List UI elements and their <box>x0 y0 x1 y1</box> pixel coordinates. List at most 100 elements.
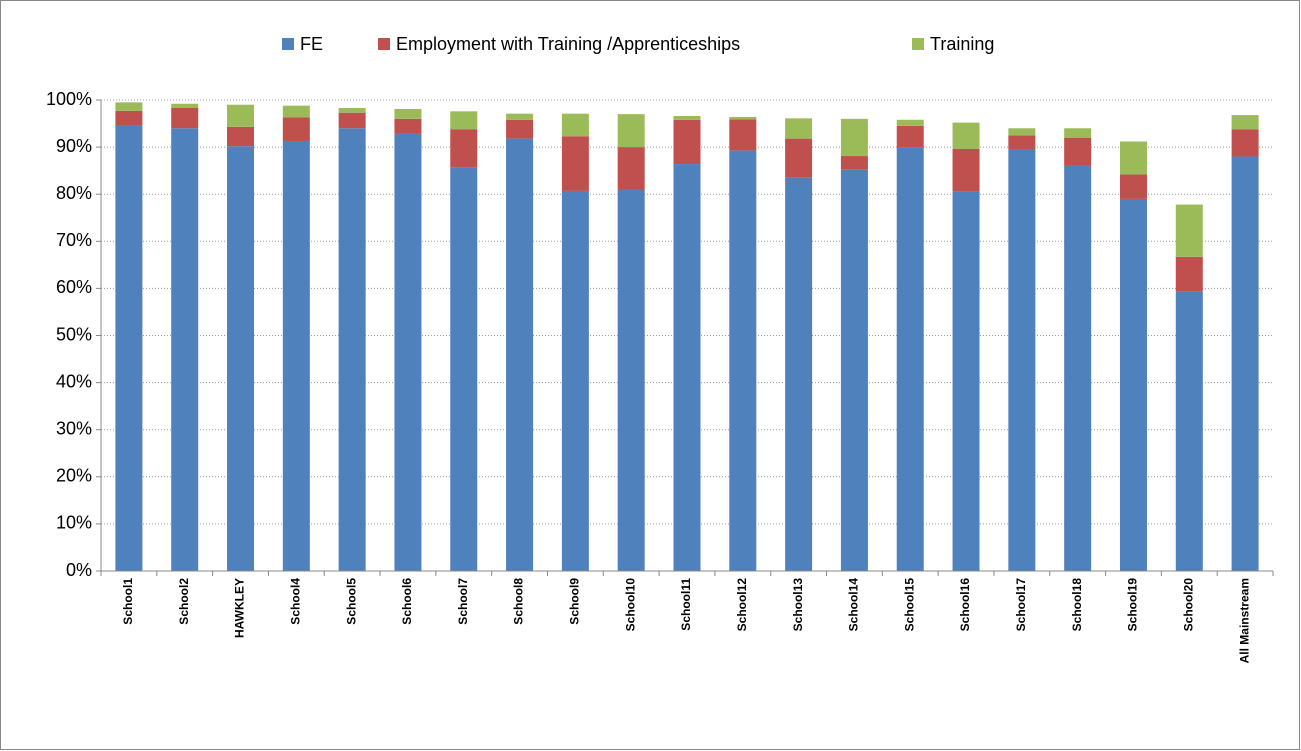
bar-segment <box>450 129 478 168</box>
bar-segment <box>282 140 310 572</box>
bar-segment <box>673 119 701 165</box>
bar-segment <box>1008 128 1036 136</box>
x-tick-label: School7 <box>456 578 470 625</box>
bar-segment <box>729 119 757 151</box>
x-tick-label: School6 <box>400 578 414 625</box>
y-tick-label: 50% <box>56 324 92 344</box>
legend-label: Training <box>930 34 994 54</box>
bar-segment <box>115 110 143 126</box>
bar-segment <box>115 102 143 111</box>
bar-segment <box>115 125 143 571</box>
bar-segment <box>227 146 255 571</box>
x-tick-label: School19 <box>1126 578 1140 632</box>
x-tick-label: School14 <box>847 578 861 632</box>
bar-segment <box>673 164 701 571</box>
y-tick-label: 20% <box>56 466 92 486</box>
y-tick-label: 30% <box>56 418 92 438</box>
legend-label: FE <box>300 34 323 54</box>
bar-segment <box>506 138 534 571</box>
bar-segment <box>896 125 924 148</box>
bar-segment <box>227 126 255 147</box>
bar-segment <box>1064 137 1092 166</box>
bar-segment <box>394 108 422 119</box>
x-tick-label: School17 <box>1014 578 1028 632</box>
bar-segment <box>840 118 868 157</box>
x-tick-label: School2 <box>177 578 191 625</box>
y-tick-label: 90% <box>56 136 92 156</box>
bar-segment <box>394 118 422 134</box>
x-tick-label: School12 <box>735 578 749 632</box>
y-tick-label: 0% <box>66 560 92 580</box>
bar-segment <box>450 111 478 130</box>
x-tick-label: School13 <box>791 578 805 632</box>
bar-segment <box>1231 129 1259 157</box>
y-tick-label: 80% <box>56 183 92 203</box>
bar-segment <box>338 128 366 571</box>
bar-segment <box>1175 291 1203 571</box>
x-tick-label: School18 <box>1070 578 1084 632</box>
bar-segment <box>338 112 366 129</box>
bar-segment <box>561 190 589 571</box>
legend-label: Employment with Training /Apprenticeship… <box>396 34 740 54</box>
bar-segment <box>1008 135 1036 150</box>
bar-segment <box>1008 149 1036 571</box>
bar-segment <box>338 108 366 113</box>
bar-segment <box>561 136 589 191</box>
bar-segment <box>952 148 980 192</box>
y-tick-label: 60% <box>56 277 92 297</box>
bar-segment <box>171 103 199 109</box>
x-tick-label: School15 <box>902 578 916 632</box>
legend-swatch <box>378 38 390 50</box>
bar-segment <box>785 118 813 139</box>
bar-segment <box>506 113 534 120</box>
bar-segment <box>840 156 868 170</box>
bar-segment <box>1119 141 1147 175</box>
y-tick-label: 70% <box>56 230 92 250</box>
bar-segment <box>1231 115 1259 130</box>
x-tick-label: School20 <box>1181 578 1195 632</box>
bar-segment <box>561 113 589 137</box>
y-tick-label: 10% <box>56 513 92 533</box>
legend-swatch <box>282 38 294 50</box>
bar-segment <box>896 119 924 126</box>
x-tick-label: School16 <box>958 578 972 632</box>
bar-segment <box>729 116 757 120</box>
bar-segment <box>171 108 199 129</box>
bar-segment <box>1064 165 1092 571</box>
x-tick-label: School1 <box>121 578 135 625</box>
bar-segment <box>506 119 534 139</box>
x-tick-label: School10 <box>623 578 637 632</box>
bar-segment <box>394 133 422 572</box>
bar-segment <box>617 114 645 148</box>
x-tick-label: HAWKLEY <box>233 578 247 638</box>
bar-segment <box>840 169 868 571</box>
legend-swatch <box>912 38 924 50</box>
x-tick-label: School9 <box>568 578 582 625</box>
bar-segment <box>1175 256 1203 292</box>
bar-segment <box>617 189 645 571</box>
bar-segment <box>896 147 924 571</box>
bar-segment <box>171 128 199 571</box>
bar-segment <box>282 105 310 118</box>
y-tick-label: 40% <box>56 371 92 391</box>
x-tick-label: All Mainstream <box>1237 578 1251 663</box>
x-tick-label: School8 <box>512 578 526 625</box>
bar-segment <box>1175 204 1203 257</box>
bar-segment <box>785 177 813 571</box>
bar-segment <box>785 138 813 178</box>
bar-segment <box>673 116 701 120</box>
bar-segment <box>952 122 980 149</box>
bar-segment <box>1119 198 1147 571</box>
y-tick-label: 100% <box>46 89 92 109</box>
bar-segment <box>1231 156 1259 571</box>
bar-segment <box>952 191 980 571</box>
bar-segment <box>729 150 757 571</box>
x-tick-label: School4 <box>289 578 303 625</box>
bar-segment <box>450 167 478 571</box>
x-tick-label: School5 <box>344 578 358 625</box>
bar-segment <box>1064 128 1092 138</box>
bar-segment <box>282 117 310 141</box>
bar-segment <box>617 147 645 190</box>
bar-segment <box>227 104 255 127</box>
